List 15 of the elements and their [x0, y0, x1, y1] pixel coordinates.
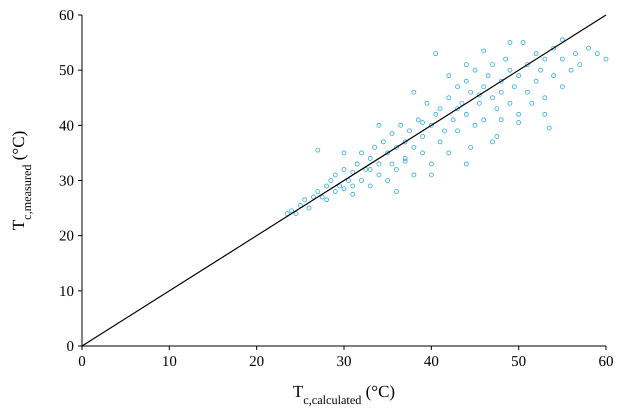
y-tick-label: 0 [66, 339, 74, 355]
x-tick-label: 30 [336, 354, 352, 370]
y-tick-label: 10 [59, 284, 74, 300]
x-tick-label: 40 [424, 354, 439, 370]
y-tick-label: 60 [59, 8, 74, 24]
x-tick-label: 0 [78, 354, 86, 370]
y-tick-label: 30 [59, 174, 74, 190]
y-tick-label: 50 [59, 63, 74, 80]
x-tick-label: 10 [162, 354, 177, 370]
y-tick-label: 40 [59, 118, 74, 134]
x-tick-label: 50 [511, 354, 526, 370]
x-axis-title: T$_{c,calculated}$ (°C) [292, 382, 396, 407]
x-tick-label: 20 [249, 354, 264, 370]
x-tick-label: 60 [598, 354, 614, 370]
y-tick-label: 20 [59, 228, 74, 245]
